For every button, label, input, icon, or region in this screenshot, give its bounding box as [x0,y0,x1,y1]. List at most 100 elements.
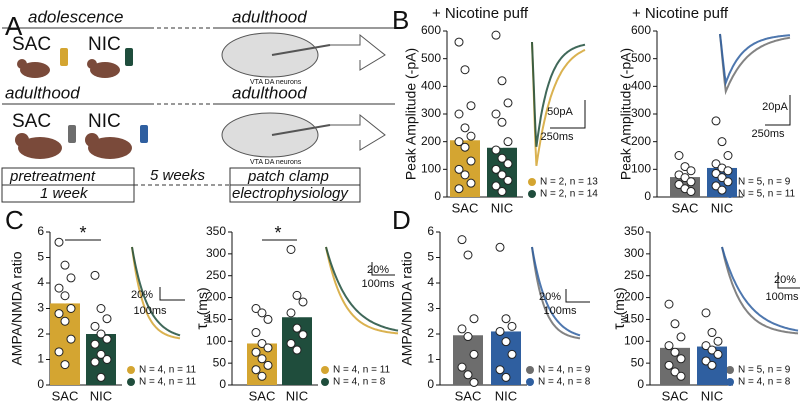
data-point [251,365,261,375]
y-tick-label: 200 [206,290,226,304]
x-tick-label: SAC [672,200,699,215]
data-point [507,349,517,359]
y-tick-label: 4 [37,275,44,289]
legend-label: N = 4, n = 11 [139,377,197,388]
scale-bar-label: 250ms [751,128,785,140]
data-point [102,355,112,364]
data-point [263,314,273,324]
y-tick-label: 100 [421,162,441,176]
panel-a-schematic [1,27,395,203]
data-point [251,304,261,313]
data-point [491,164,501,174]
data-point [463,370,473,380]
data-point [674,151,684,160]
y-tick-label: 250 [624,268,644,282]
data-point [676,371,686,381]
x-tick-label: SAC [662,388,689,401]
data-point [292,345,302,355]
y-axis-label: Peak Amplitude (-pA) [403,48,419,180]
data-point [454,184,464,194]
timeline-label: electrophysiology [232,185,349,202]
data-point [664,341,674,351]
data-point [460,142,470,152]
data-point [90,357,100,367]
legend-marker [528,178,536,186]
data-point [298,330,308,340]
bar [50,303,80,385]
legend-marker [726,378,734,386]
data-point [701,356,711,366]
data-point [90,321,100,331]
y-tick-label: 1 [427,352,434,366]
scale-bar-label: 100ms [133,305,167,317]
data-point [497,186,507,196]
y-tick-label: 6 [427,224,434,238]
panel-label: D [392,205,411,235]
data-point [251,328,261,338]
y-tick-label: 2 [37,326,44,340]
y-tick-label: 0 [37,377,44,391]
data-point [497,170,507,180]
y-tick-label: 400 [631,79,651,93]
data-point [711,168,721,178]
y-tick-label: 100 [206,333,226,347]
legend-label: N = 5, n = 9 [738,177,791,188]
y-tick-label: 500 [421,51,441,65]
y-tick-label: 6 [37,224,44,238]
data-point [707,328,717,338]
scale-bar [371,262,395,276]
data-point [102,334,112,344]
y-axis-label: AMPA/NMDA ratio [399,251,415,365]
y-tick-label: 300 [421,106,441,120]
scale-bar-label: 50pA [547,106,573,118]
timeline-label: pretreatment [9,168,96,185]
scale-bar-label: 100ms [361,278,395,290]
data-point [454,137,464,147]
x-tick-label: NIC [491,200,513,215]
data-point [686,177,696,187]
x-tick-label: SAC [452,200,479,215]
data-point [457,324,467,334]
data-point [497,153,507,163]
example-trace [721,246,799,332]
data-point [292,290,302,300]
y-axis-label: AMPA/NMDA ratio [9,251,25,365]
legend-label: N = 4, n = 11 [139,365,197,376]
legend-label: N = 2, n = 14 [540,189,598,200]
significance-label: * [79,223,86,243]
data-point [286,308,296,318]
data-point [670,367,680,377]
data-point [457,362,467,372]
stage-label: adulthood [232,7,307,26]
data-point [263,343,273,353]
data-point [670,347,680,357]
example-trace [531,246,581,340]
legend-label: N = 4, n = 8 [333,377,386,388]
data-point [457,235,467,245]
y-tick-label: 200 [624,290,644,304]
data-point [60,316,70,326]
y-tick-label: 0 [219,377,226,391]
y-tick-label: 600 [631,23,651,37]
data-point [466,156,476,166]
y-axis-label-sub: w [201,315,213,324]
legend-marker [321,378,329,386]
x-tick-label: SAC [52,388,79,401]
y-tick-label: 250 [206,268,226,282]
data-point [469,314,479,324]
data-point [711,181,721,191]
data-point [463,332,473,342]
data-point [454,164,464,174]
data-point [469,377,479,387]
legend-label: N = 5, n = 9 [738,365,791,376]
data-point [664,360,674,370]
y-tick-label: 100 [624,333,644,347]
y-tick-label: 0 [427,377,434,391]
scale-bar-label: 100ms [765,291,799,303]
y-tick-label: 3 [37,301,44,315]
y-tick-label: 300 [624,246,644,260]
timeline-label: 1 week [40,185,89,202]
data-point [298,297,308,307]
data-point [680,162,690,172]
y-axis-label-sub: w [618,315,630,324]
